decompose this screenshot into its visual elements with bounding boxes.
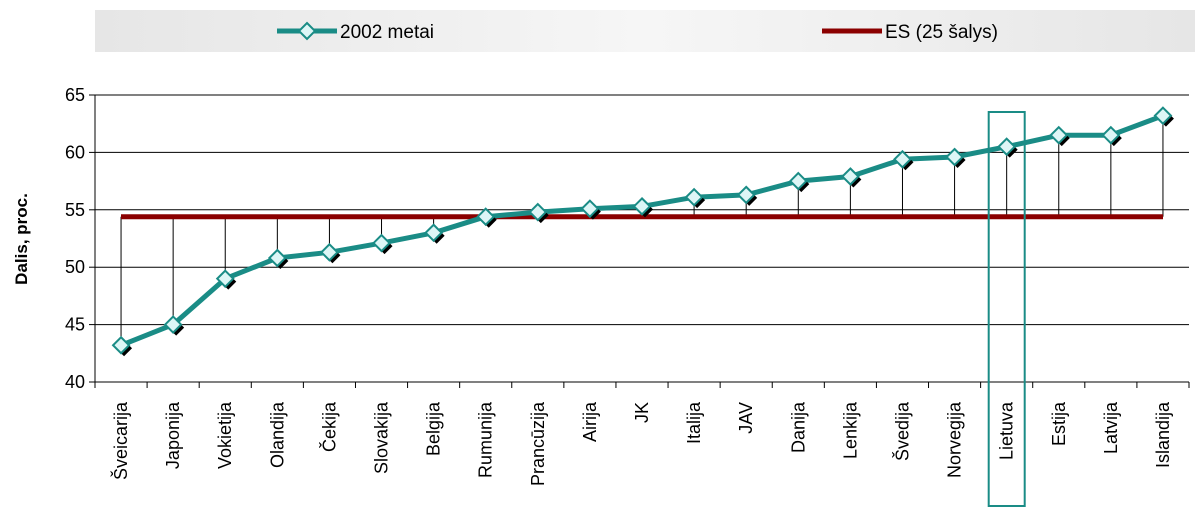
data-point [580,199,600,219]
x-tick-label: Lietuva [997,401,1017,460]
x-tick-label: Rumunija [476,401,496,478]
data-point [1153,106,1173,126]
legend-marker-series-1 [297,21,317,41]
legend-background [95,10,1195,52]
y-axis-label: Dalis, proc. [12,193,31,285]
data-point [1049,125,1069,145]
data-point [528,202,548,222]
y-tick-label: 60 [65,142,85,162]
data-point [424,223,444,243]
legend-entry-series-2: ES (25 šalys) [822,22,998,43]
y-tick-label: 45 [65,315,85,335]
x-tick-label: Estija [1049,401,1069,446]
data-point [111,335,131,355]
data-point [893,149,912,169]
data-point [320,242,339,262]
x-tick-label: Islandija [1153,401,1173,468]
x-tick-label: Čekija [318,401,339,452]
data-point [267,248,287,268]
x-tick-label: Danija [788,401,808,453]
x-tick-label: Norvegija [945,401,965,478]
x-tick-label: Japonija [163,401,183,469]
data-point [632,196,652,216]
x-tick-label: Belgija [424,401,444,456]
x-tick-label: Slovakija [372,401,392,474]
legend-label-series-1: 2002 metai [340,22,434,43]
y-tick-label: 65 [65,85,85,105]
data-point [476,207,496,227]
data-point [1101,125,1121,145]
x-axis-ticks: Šveicarija Japonija Vokietija Olandija Čekij… [110,401,1173,486]
legend-label-series-2: ES (25 šalys) [885,22,998,43]
legend-entry-series-1: 2002 metai [277,21,434,43]
y-tick-label: 40 [65,372,85,392]
data-point [736,185,756,205]
x-tick-label: Vokietija [215,401,235,469]
data-point [997,137,1017,157]
data-point [372,233,391,253]
x-tick-label: Olandija [267,401,287,468]
x-tick-label: Švedija [892,401,913,461]
x-tick-label: Latvija [1101,401,1121,454]
x-tick-label: Lenkija [840,401,860,459]
series-2002 [111,106,1174,357]
data-point [840,167,860,186]
x-tick-label: Italija [684,401,704,444]
highlight-box [987,111,1026,507]
legend: 2002 metai ES (25 šalys) [95,10,1195,52]
x-tick-label: Airija [580,401,600,442]
data-point [684,187,704,207]
data-point [945,147,964,167]
data-point [788,171,808,191]
data-point [215,269,235,289]
x-tick-label: Šveicarija [110,401,131,480]
x-tick-label: JK [632,402,652,423]
x-tick-label: JAV [736,402,756,434]
y-tick-label: 55 [65,200,85,220]
x-tick-label: Prancūzija [528,401,548,486]
data-point [163,315,183,335]
y-axis-ticks: 40 45 50 55 60 65 [65,85,85,392]
y-tick-label: 50 [65,257,85,277]
highlight-rect [987,111,1026,507]
